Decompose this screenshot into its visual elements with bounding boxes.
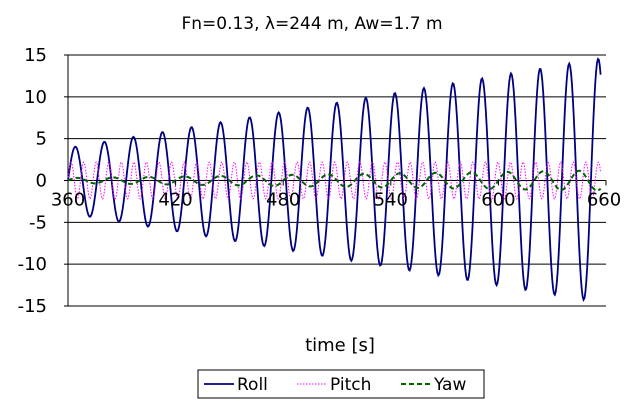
x-tick-label-0: 360 — [51, 190, 85, 211]
x-tick-label-3: 540 — [374, 190, 408, 211]
series-group — [67, 57, 602, 303]
legend-label-yaw: Yaw — [433, 375, 466, 395]
legend-box — [197, 369, 485, 399]
x-tick-label-2: 480 — [266, 190, 300, 211]
chart-title: Fn=0.13, λ=244 m, Aw=1.7 m — [181, 14, 442, 34]
x-axis-label: time [s] — [305, 335, 375, 356]
y-tick-label-1: 10 — [24, 87, 47, 108]
series-pitch-line — [67, 161, 602, 200]
y-tick-label-2: 5 — [36, 129, 47, 150]
y-tick-label-3: 0 — [36, 171, 47, 192]
legend-label-pitch: Pitch — [330, 375, 371, 395]
x-axis-ticks: 360 420 480 540 600 660 — [51, 180, 621, 211]
y-axis-ticks: 15 10 5 0 -5 -10 -15 — [18, 45, 68, 317]
x-tick-label-5: 660 — [587, 190, 621, 211]
y-tick-label-0: 15 — [24, 45, 47, 66]
y-tick-label-5: -10 — [18, 254, 47, 275]
x-tick-label-4: 600 — [481, 190, 515, 211]
y-tick-label-4: -5 — [29, 212, 47, 233]
y-tick-label-6: -15 — [18, 296, 47, 317]
legend-label-roll: Roll — [237, 375, 268, 395]
x-tick-label-1: 420 — [158, 190, 192, 211]
legend: Roll Pitch Yaw — [197, 369, 485, 399]
series-roll-line — [67, 57, 602, 303]
